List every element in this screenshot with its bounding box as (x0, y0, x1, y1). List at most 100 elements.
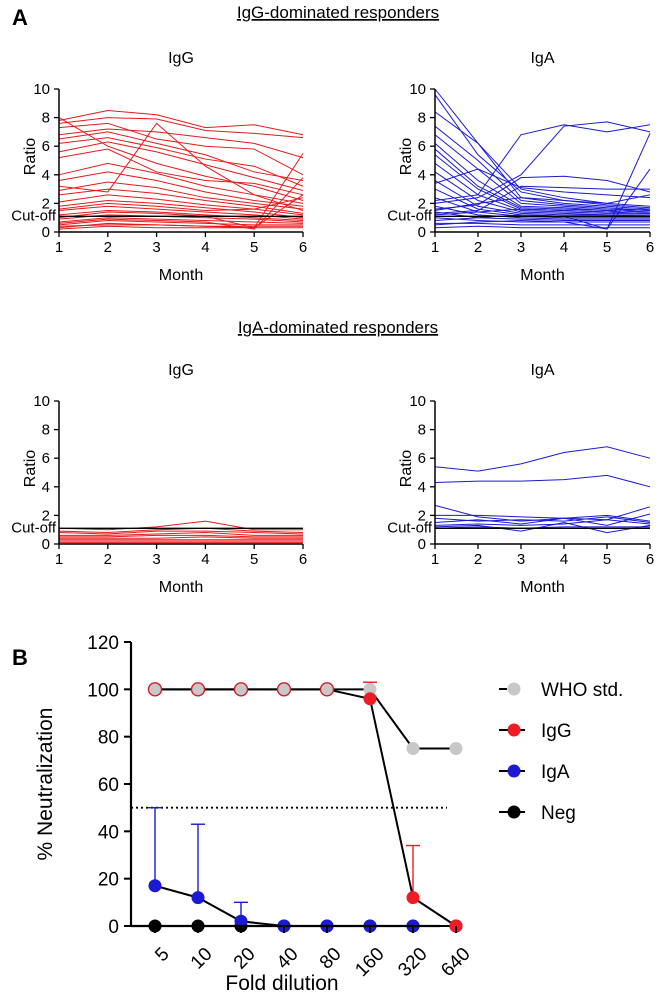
cutoff-label: Cut-off (387, 207, 433, 224)
series-line-7 (58, 141, 304, 192)
legend-marker-igg (507, 723, 521, 737)
series-line-20 (58, 220, 303, 226)
series-line-3 (434, 111, 651, 210)
cutoff-label: Cut-off (11, 519, 57, 536)
y-tick-label: 0 (418, 536, 426, 553)
series-line-6 (58, 137, 304, 187)
series-line-6 (434, 513, 651, 526)
series-line-5 (59, 534, 303, 538)
series-line-8 (58, 148, 304, 196)
series-line-5 (434, 134, 651, 212)
legend: WHO std. IgG IgA Neg (499, 680, 623, 824)
y-tick-label: 10 (33, 81, 50, 98)
x-tick-label: 6 (646, 551, 654, 568)
x-tick-label: 1 (55, 551, 63, 568)
y-tick-label: 10 (409, 81, 426, 98)
series-line-27 (434, 208, 651, 216)
chart-igg-dominated-igg: IgG 0 2 4 6 8 10 Cut-off 1 2 3 4 5 6 Month Ratio (11, 50, 307, 284)
series-line-1 (434, 446, 651, 472)
y-tick-label: 6 (418, 450, 426, 467)
x-tick-label: 3 (152, 239, 160, 256)
x-tick-label: 1 (431, 239, 439, 256)
x-tick-label: 5 (250, 551, 258, 568)
y-tick-label: 60 (98, 775, 119, 796)
x-tick-label: 6 (299, 551, 307, 568)
y-axis-label: Ratio (398, 450, 415, 487)
y-tick-label: 10 (409, 393, 426, 410)
series-line-16 (434, 217, 650, 223)
series-line-5 (58, 131, 304, 182)
point-who-std- (363, 682, 377, 696)
x-tick-label: 320 (394, 944, 431, 981)
series-line-19 (434, 124, 651, 202)
chart-title: IgA (530, 50, 554, 67)
y-axis-label: % Neutralization (34, 708, 57, 861)
x-tick-label: 20 (230, 944, 260, 974)
point-igg (233, 682, 249, 697)
series-line-who-std- (155, 688, 456, 750)
series-line-20 (434, 121, 651, 204)
x-tick-label: 5 (151, 944, 173, 966)
series-line-25 (58, 194, 304, 229)
series-line-26 (434, 194, 651, 212)
x-tick-label: 4 (560, 551, 568, 568)
panel-label-a: A (12, 5, 28, 30)
y-tick-label: 0 (42, 224, 50, 241)
y-tick-label: 4 (42, 167, 50, 184)
series-line-10 (58, 162, 304, 204)
group-title-igg-dominated: IgG-dominated responders (237, 3, 439, 22)
cutoff-label: Cut-off (387, 519, 433, 536)
x-tick-label: 4 (201, 551, 209, 568)
chart-iga-dominated-iga: IgA 0 2 4 6 8 10 Cut-off 1 2 3 4 5 6 Month Ratio (387, 362, 654, 596)
x-tick-label: 40 (273, 944, 303, 974)
y-tick-label: 2 (418, 195, 426, 212)
x-axis-label: Month (159, 267, 203, 284)
series-line-24 (58, 177, 304, 230)
series-line-7 (434, 519, 651, 526)
chart-iga-dominated-igg: IgG 0 2 4 6 8 10 Cut-off 1 2 3 4 5 6 Month Ratio (11, 362, 307, 596)
y-tick-label: 8 (418, 110, 426, 127)
x-tick-label: 4 (201, 239, 209, 256)
x-tick-label: 2 (474, 551, 482, 568)
legend-label-iga: IgA (541, 762, 570, 783)
y-tick-label: 40 (98, 822, 119, 843)
series-line-3 (58, 530, 304, 535)
y-tick-label: 0 (42, 536, 50, 553)
y-tick-label: 20 (98, 870, 119, 891)
series-line-27 (58, 197, 304, 212)
chart-title: IgG (168, 362, 194, 379)
y-tick-label: 8 (42, 110, 50, 127)
x-axis-label: Fold dilution (225, 972, 338, 995)
legend-label-igg: IgG (541, 721, 572, 742)
y-tick-label: 2 (42, 507, 50, 524)
x-tick-label: 160 (351, 944, 388, 981)
point-igg (276, 682, 292, 697)
series-line-9 (58, 117, 304, 202)
series-line-1 (58, 520, 303, 531)
cutoff-label: Cut-off (11, 207, 57, 224)
series-line-23 (434, 168, 651, 199)
point-who-std- (449, 742, 463, 755)
x-tick-label: 1 (431, 551, 439, 568)
series-line-8 (434, 522, 651, 534)
legend-label-neg: Neg (541, 803, 576, 824)
series-line-13 (434, 197, 650, 219)
y-tick-label: 0 (108, 917, 119, 938)
series-line-26 (58, 122, 304, 212)
y-tick-label: 4 (418, 479, 426, 496)
y-tick-label: 6 (42, 138, 50, 155)
y-tick-label: 4 (418, 167, 426, 184)
series-line-23 (58, 153, 304, 229)
x-tick-label: 2 (104, 239, 112, 256)
series-line-12 (58, 181, 304, 210)
point-igg (406, 891, 420, 905)
x-tick-label: 4 (560, 239, 568, 256)
y-axis-label: Ratio (22, 138, 39, 175)
x-axis-label: Month (520, 267, 564, 284)
series-line-1 (434, 88, 651, 207)
point-igg (319, 682, 335, 697)
y-axis-label: Ratio (22, 450, 39, 487)
y-tick-label: 2 (42, 195, 50, 212)
